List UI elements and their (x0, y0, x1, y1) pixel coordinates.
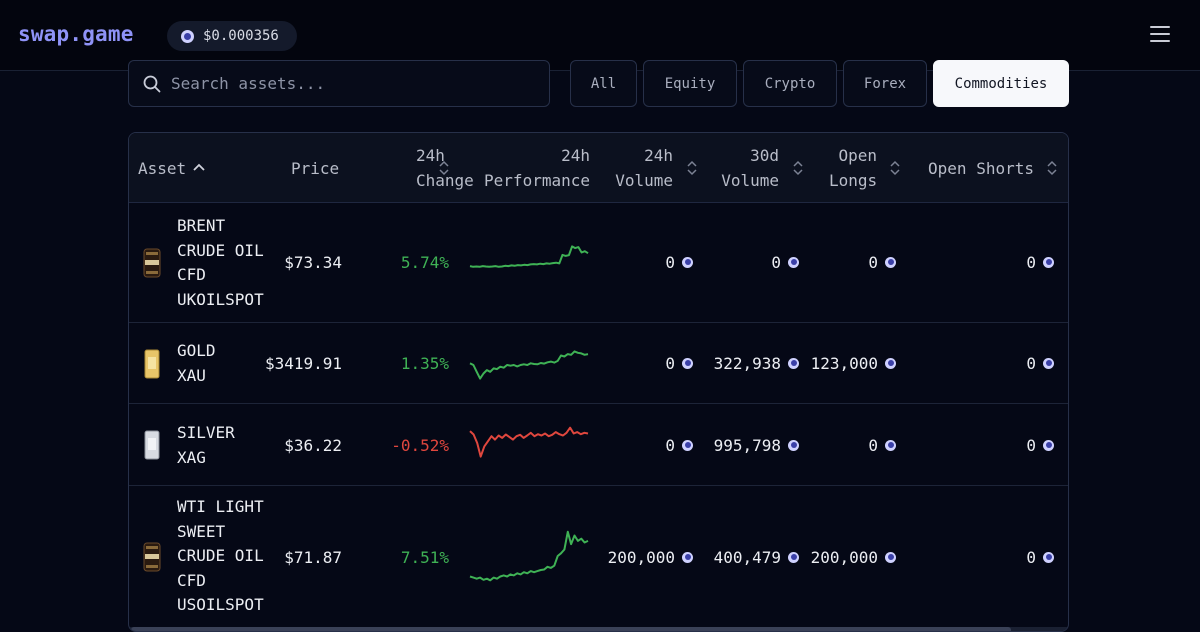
token-price: $0.000356 (203, 28, 279, 44)
column-24h-volume-header[interactable]: 24h Volume (615, 146, 673, 190)
open-longs: 0 (799, 252, 896, 272)
wti-oil-barrel-icon (143, 542, 161, 572)
token-icon (885, 551, 896, 563)
token-icon (788, 551, 799, 563)
volume-24h: 0 (599, 252, 693, 272)
sort-icon (687, 160, 697, 176)
token-icon (885, 357, 896, 369)
column-30d-volume-header[interactable]: 30d Volume (721, 146, 779, 190)
hamburger-menu-icon[interactable] (1150, 26, 1170, 44)
asset-name: SILVER XAG (177, 423, 235, 467)
category-filters: All Equity Crypto Forex Commodities (570, 60, 1069, 107)
open-shorts: 0 (949, 353, 1054, 373)
sort-icon (1047, 160, 1057, 176)
change-value: -0.52% (391, 435, 449, 455)
sparkline-chart (469, 426, 589, 458)
open-longs: 123,000 (799, 353, 896, 373)
sparkline-path (469, 350, 589, 380)
silver-bar-icon (144, 430, 160, 460)
token-icon (885, 256, 896, 268)
token-price-badge[interactable]: $0.000356 (167, 21, 297, 51)
sparkline-path (469, 530, 589, 582)
sparkline-chart (469, 530, 589, 582)
filter-crypto-button[interactable]: Crypto (743, 60, 837, 107)
change-value: 1.35% (400, 353, 449, 373)
open-shorts: 0 (949, 547, 1054, 567)
token-icon (1043, 256, 1054, 268)
sparkline-chart (469, 350, 589, 380)
asset-price: $3419.91 (264, 353, 342, 373)
sort-ascending-icon (193, 163, 205, 171)
table-row[interactable]: SILVER XAG $36.22 -0.52% 0 995,798 0 0 (129, 404, 1068, 486)
token-icon (788, 357, 799, 369)
token-icon (1043, 551, 1054, 563)
open-longs: 0 (799, 435, 896, 455)
token-icon (788, 256, 799, 268)
asset-price: $71.87 (284, 547, 342, 567)
column-open-shorts-header[interactable]: Open Shorts (928, 158, 1034, 178)
token-icon (788, 439, 799, 451)
sort-icon (439, 160, 449, 176)
asset-price: $36.22 (284, 435, 342, 455)
search-box (128, 60, 550, 107)
scrollbar-thumb[interactable] (131, 627, 1011, 631)
open-longs: 200,000 (799, 547, 896, 567)
column-price-header[interactable]: Price (291, 158, 340, 178)
token-icon (682, 439, 693, 451)
volume-24h: 0 (599, 353, 693, 373)
filter-equity-button[interactable]: Equity (643, 60, 737, 107)
token-icon (682, 256, 693, 268)
column-open-longs-header[interactable]: Open Longs (829, 146, 878, 190)
horizontal-scrollbar[interactable] (129, 627, 1068, 631)
asset-name: BRENT CRUDE OIL CFD UKOILSPOT (177, 216, 264, 309)
volume-24h: 200,000 (589, 547, 693, 567)
token-icon (682, 357, 693, 369)
volume-30d: 995,798 (699, 435, 799, 455)
volume-30d: 322,938 (699, 353, 799, 373)
filter-forex-button[interactable]: Forex (843, 60, 927, 107)
volume-24h: 0 (599, 435, 693, 455)
asset-name: GOLD XAU (177, 341, 216, 385)
change-value: 5.74% (400, 252, 449, 272)
asset-price: $73.34 (284, 252, 342, 272)
volume-30d: 400,479 (699, 547, 799, 567)
table-row[interactable]: WTI LIGHT SWEET CRUDE OIL CFD USOILSPOT … (129, 486, 1068, 627)
search-icon (143, 75, 161, 92)
brent-oil-barrel-icon (143, 248, 161, 278)
open-shorts: 0 (949, 252, 1054, 272)
sparkline-path (469, 245, 589, 268)
table-header: Asset Price 24h Change 24h Performance 2… (129, 133, 1068, 203)
sort-icon (793, 160, 803, 176)
sparkline-path (469, 426, 589, 458)
sparkline-chart (469, 245, 589, 268)
column-asset-header[interactable]: Asset (138, 133, 206, 203)
sort-icon (890, 160, 900, 176)
token-icon (181, 29, 194, 43)
assets-table: Asset Price 24h Change 24h Performance 2… (128, 132, 1069, 632)
table-row[interactable]: BRENT CRUDE OIL CFD UKOILSPOT $73.34 5.7… (129, 204, 1068, 323)
column-24h-performance-header: 24h Performance (484, 146, 590, 190)
table-row[interactable]: GOLD XAU $3419.91 1.35% 0 322,938 123,00… (129, 323, 1068, 404)
filter-commodities-button[interactable]: Commodities (933, 60, 1069, 107)
logo[interactable]: swap.game (18, 22, 134, 46)
asset-name: WTI LIGHT SWEET CRUDE OIL CFD USOILSPOT (177, 497, 264, 615)
token-icon (682, 551, 693, 563)
gold-bar-icon (144, 349, 160, 379)
column-24h-change-header[interactable]: 24h Change (416, 146, 474, 190)
token-icon (885, 439, 896, 451)
open-shorts: 0 (949, 435, 1054, 455)
volume-30d: 0 (699, 252, 799, 272)
top-navbar: swap.game $0.000356 (0, 0, 1200, 71)
token-icon (1043, 357, 1054, 369)
search-input[interactable] (171, 74, 531, 93)
filter-all-button[interactable]: All (570, 60, 637, 107)
token-icon (1043, 439, 1054, 451)
change-value: 7.51% (400, 547, 449, 567)
